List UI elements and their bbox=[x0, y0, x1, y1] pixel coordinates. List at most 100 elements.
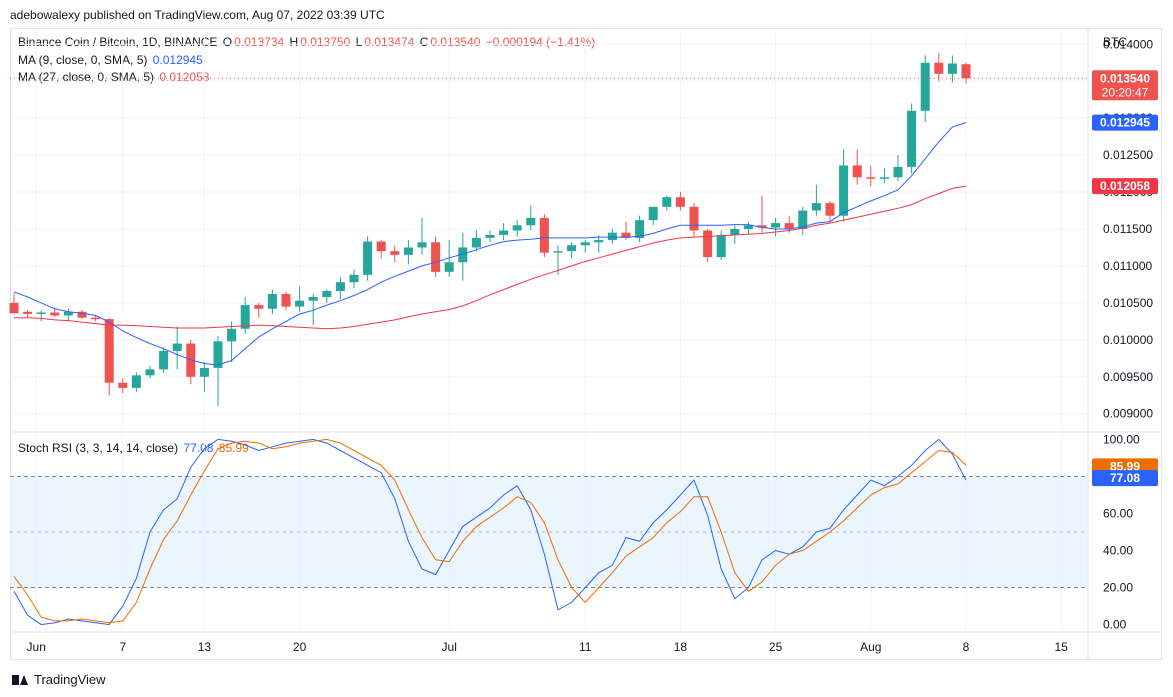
open-value: 0.013734 bbox=[234, 35, 285, 49]
candle-body bbox=[703, 230, 713, 258]
chart-frame bbox=[10, 28, 1162, 660]
high-value: 0.013750 bbox=[300, 35, 351, 49]
candle bbox=[444, 240, 454, 278]
ma27-price-tag[interactable]: 0.012058 bbox=[1092, 178, 1158, 195]
candle-body bbox=[77, 311, 87, 318]
candle bbox=[335, 277, 345, 300]
candle bbox=[961, 62, 971, 84]
candle-body bbox=[539, 217, 549, 253]
price-tick-label: 0.011000 bbox=[1103, 259, 1152, 273]
price-tick-label: 0.012500 bbox=[1103, 148, 1153, 162]
candle bbox=[798, 206, 808, 235]
time-tick-label: 7 bbox=[119, 640, 126, 654]
candle bbox=[104, 317, 114, 396]
candle-body bbox=[485, 234, 495, 238]
candle-body bbox=[349, 274, 359, 283]
candle bbox=[431, 236, 441, 278]
candle bbox=[281, 291, 291, 311]
stoch-rsi-legend[interactable]: Stoch RSI (3, 3, 14, 14, close) 77.08 85… bbox=[18, 441, 251, 455]
candle-body bbox=[512, 225, 522, 231]
candle-body bbox=[159, 350, 169, 370]
stoch-rsi-tick-label: 0.00 bbox=[1103, 618, 1127, 632]
high-label: H bbox=[289, 35, 299, 49]
candle bbox=[512, 220, 522, 237]
stoch-rsi-tick-label: 20.00 bbox=[1103, 581, 1133, 595]
candle bbox=[63, 308, 73, 322]
stoch-rsi-k-tag[interactable]: 77.08 bbox=[1092, 470, 1158, 487]
candle bbox=[580, 240, 590, 253]
symbol-label[interactable]: Binance Coin / Bitcoin, 1D, BINANCE bbox=[18, 35, 218, 49]
candle bbox=[36, 310, 46, 322]
ma27-value: 0.012058 bbox=[159, 70, 210, 84]
brand-name: TradingView bbox=[34, 672, 106, 687]
candle bbox=[471, 230, 481, 252]
candle bbox=[594, 234, 604, 253]
candle bbox=[920, 55, 930, 122]
candle bbox=[349, 269, 359, 289]
candle bbox=[403, 240, 413, 265]
candle bbox=[839, 149, 849, 222]
time-tick-label: 25 bbox=[769, 640, 783, 654]
candle-body bbox=[335, 282, 345, 292]
candle-body bbox=[295, 300, 305, 307]
candle bbox=[172, 326, 182, 370]
stoch-rsi-label: Stoch RSI (3, 3, 14, 14, close) bbox=[18, 441, 179, 455]
candle-body bbox=[145, 369, 155, 376]
candle bbox=[607, 229, 617, 244]
price-tick-label: 0.009000 bbox=[1103, 407, 1153, 421]
candle-body bbox=[879, 177, 889, 179]
stoch-rsi-d-line bbox=[13, 438, 967, 624]
candle bbox=[689, 203, 699, 237]
candle bbox=[784, 215, 794, 233]
candle bbox=[77, 309, 87, 320]
ma9-legend[interactable]: MA (9, close, 0, SMA, 5) 0.012945 bbox=[18, 53, 205, 67]
candle bbox=[567, 242, 577, 259]
ma9-price-tag[interactable]: 0.012945 bbox=[1092, 114, 1158, 131]
candle bbox=[213, 336, 223, 407]
stoch-rsi-k-tag-bg bbox=[1092, 470, 1158, 487]
stoch-rsi-tick-label: 40.00 bbox=[1103, 544, 1133, 558]
ma27-legend[interactable]: MA (27, close, 0, SMA, 5) 0.012058 bbox=[18, 70, 211, 84]
candle bbox=[907, 103, 917, 174]
time-tick-label: 13 bbox=[198, 640, 212, 654]
candle-body bbox=[635, 220, 645, 238]
candle-body bbox=[131, 375, 141, 388]
candle-body bbox=[662, 197, 672, 207]
ma27-price-tag-text: 0.012058 bbox=[1100, 179, 1150, 193]
candle bbox=[485, 230, 495, 243]
open-label: O bbox=[222, 35, 233, 49]
candle-body bbox=[607, 232, 617, 241]
candle bbox=[267, 289, 277, 314]
candle-body bbox=[118, 382, 128, 388]
price-tick-label: 0.010000 bbox=[1103, 333, 1153, 347]
candle-body bbox=[322, 291, 332, 297]
candle bbox=[254, 302, 264, 318]
candle-body bbox=[757, 225, 767, 228]
candle bbox=[295, 286, 305, 312]
candle-body bbox=[9, 302, 19, 314]
candle-body bbox=[580, 242, 590, 246]
candle-body bbox=[852, 165, 862, 178]
tradingview-brand[interactable]: TradingView bbox=[12, 672, 106, 687]
candle bbox=[390, 245, 400, 263]
candle-body bbox=[172, 343, 182, 351]
ma27-line bbox=[14, 185, 967, 330]
candle-body bbox=[91, 317, 101, 320]
candle bbox=[308, 294, 318, 326]
candle-body bbox=[431, 242, 441, 272]
price-tick-label: 0.009500 bbox=[1103, 370, 1153, 384]
candle bbox=[662, 195, 672, 211]
candle-body bbox=[839, 165, 849, 216]
candle bbox=[240, 296, 250, 334]
candle bbox=[539, 214, 549, 258]
candle bbox=[893, 155, 903, 181]
close-label: C bbox=[419, 35, 429, 49]
candle bbox=[118, 378, 128, 394]
currency-label: BTC bbox=[1103, 35, 1127, 49]
time-tick-label: 15 bbox=[1055, 640, 1069, 654]
candle bbox=[363, 236, 373, 281]
candle-body bbox=[567, 245, 577, 252]
candle-body bbox=[716, 234, 726, 258]
